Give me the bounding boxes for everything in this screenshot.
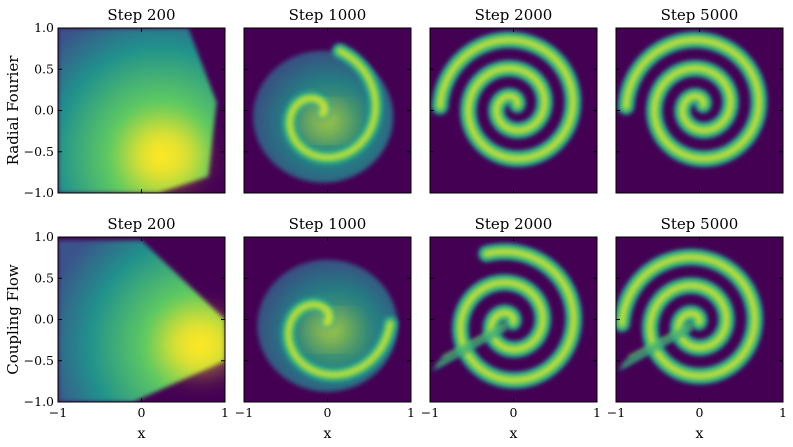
heatmap-panel-r1-c3: Step 5000 −1 0 1 x — [607, 215, 787, 442]
density-streak — [618, 328, 693, 371]
density-streak — [627, 322, 693, 359]
heatmap-panel-r1-c1: Step 1000 −1 0 1 x — [235, 215, 415, 442]
x-tick-label: 0 — [696, 405, 704, 420]
panel-title: Step 200 — [107, 215, 175, 233]
density-streak — [624, 324, 693, 363]
panel-title: Step 5000 — [661, 6, 739, 24]
y-tick-label: −1.0 — [24, 185, 54, 200]
y-tick-label: −0.5 — [24, 353, 54, 368]
spiral-ridge — [286, 302, 392, 377]
x-tick-label: −1 — [607, 405, 625, 420]
x-tick-label: −1 — [235, 405, 253, 420]
spiral-ridge — [458, 249, 576, 383]
x-axis-label: x — [138, 426, 146, 442]
y-tick-label: −1.0 — [24, 394, 54, 409]
panel-title: Step 200 — [107, 6, 175, 24]
density-streak — [432, 328, 507, 371]
y-tick-label: 0.5 — [34, 61, 54, 76]
x-tick-label: 1 — [593, 405, 601, 420]
x-tick-label: 1 — [779, 405, 787, 420]
spiral-ridge — [624, 37, 761, 161]
y-tick-label: 0.0 — [34, 312, 54, 327]
panel-title: Step 1000 — [289, 6, 367, 24]
spiral-ridge — [288, 49, 378, 160]
x-tick-label: −1 — [421, 405, 439, 420]
density-peak — [166, 317, 225, 371]
heatmap-panel-r1-c0: Step 200 −1 0 1 1.0 0.5 0.0 −0.5 −1.0 x — [24, 215, 229, 442]
density-streak — [441, 322, 507, 359]
heatmap-panel-r1-c2: Step 2000 −1 0 1 x — [421, 215, 601, 442]
panel-title: Step 5000 — [661, 215, 739, 233]
x-axis-label: x — [510, 426, 518, 442]
density-streak — [621, 326, 693, 367]
heatmap-panel-r0-c2: Step 2000 — [429, 6, 598, 194]
y-tick-label: −0.5 — [24, 144, 54, 159]
row-label-1: Coupling Flow — [4, 264, 22, 375]
density-peak — [307, 108, 344, 133]
density-streak — [435, 326, 507, 367]
heatmap-panel-r0-c0: Step 200 1.0 0.5 0.0 −0.5 −1.0 — [24, 6, 226, 200]
panel-title: Step 1000 — [289, 215, 367, 233]
x-axis-label: x — [696, 426, 704, 442]
heatmap-panel-r0-c3: Step 5000 — [615, 6, 784, 194]
x-tick-label: 0 — [138, 405, 146, 420]
density-peak — [133, 129, 200, 183]
spiral-ridge — [619, 255, 757, 378]
x-tick-label: −1 — [49, 405, 67, 420]
y-tick-label: 0.5 — [34, 270, 54, 285]
y-tick-label: 0.0 — [34, 103, 54, 118]
x-tick-label: 1 — [407, 405, 415, 420]
x-tick-label: 1 — [221, 405, 229, 420]
x-axis-label: x — [324, 426, 332, 442]
panel-title: Step 2000 — [475, 215, 553, 233]
x-tick-label: 0 — [324, 405, 332, 420]
density-peak — [311, 317, 348, 342]
y-tick-label: 1.0 — [34, 20, 54, 35]
x-tick-label: 0 — [510, 405, 518, 420]
heatmap-panel-r0-c1: Step 1000 — [243, 6, 412, 194]
panel-title: Step 2000 — [475, 6, 553, 24]
spiral-ridge — [438, 37, 575, 161]
density-streak — [438, 324, 507, 363]
y-tick-label: 1.0 — [34, 229, 54, 244]
row-label-0: Radial Fourier — [4, 55, 22, 166]
